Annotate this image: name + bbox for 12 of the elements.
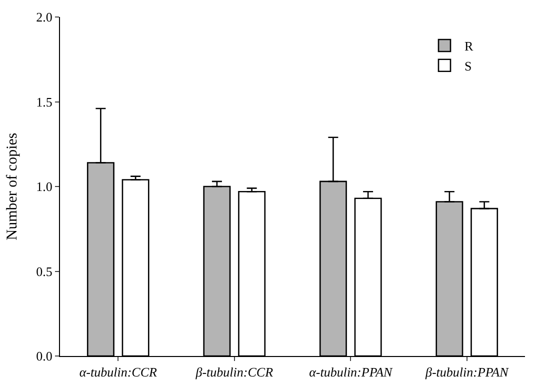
y-tick-label: 1.5 [36,94,52,110]
y-axis-title: Number of copies [4,132,20,240]
legend-label: S [464,58,472,74]
x-tick-label: α-tubulin:PPAN [309,364,394,380]
y-tick-label: 0.0 [36,348,52,364]
y-tick-label: 1.0 [36,179,52,194]
legend-label: R [464,38,474,54]
x-tick-label: β-tubulin:CCR [194,364,274,380]
y-tick-label: 0.5 [36,264,52,279]
x-tick-label: β-tubulin:PPAN [424,364,510,380]
x-tick-label: α-tubulin:CCR [79,364,157,380]
y-tick-label: 2.0 [36,10,52,25]
